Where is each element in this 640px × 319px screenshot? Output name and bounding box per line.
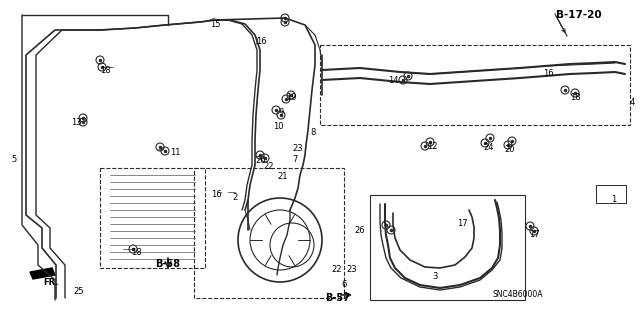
Bar — [596, 185, 626, 203]
Text: 9: 9 — [278, 108, 284, 117]
Text: 8: 8 — [310, 128, 316, 137]
Text: 13: 13 — [70, 118, 81, 127]
Text: 12: 12 — [427, 142, 437, 151]
Text: 6: 6 — [341, 280, 347, 289]
Text: 5: 5 — [12, 155, 17, 164]
Text: 23: 23 — [292, 144, 303, 153]
Text: B-58: B-58 — [156, 259, 180, 269]
Text: 25: 25 — [74, 287, 84, 296]
Text: 16: 16 — [543, 69, 554, 78]
Bar — [320, 45, 630, 125]
Text: 19: 19 — [285, 93, 296, 102]
Text: 15: 15 — [210, 20, 220, 29]
Text: 17: 17 — [457, 219, 467, 228]
Text: 3: 3 — [432, 272, 438, 281]
Text: 14: 14 — [388, 76, 398, 85]
Text: FR.: FR. — [43, 278, 58, 287]
Text: 22: 22 — [332, 265, 342, 274]
Text: 2: 2 — [232, 193, 237, 202]
Bar — [100, 168, 205, 268]
Text: 16: 16 — [256, 37, 266, 46]
Text: 24: 24 — [484, 143, 494, 152]
Text: B-57: B-57 — [326, 293, 351, 303]
Text: SNC4B6000A: SNC4B6000A — [493, 290, 543, 299]
Text: 18: 18 — [131, 248, 141, 257]
Text: 20: 20 — [505, 145, 515, 154]
Text: 11: 11 — [170, 148, 180, 157]
Bar — [194, 168, 344, 298]
Text: 26: 26 — [355, 226, 365, 235]
Text: 21: 21 — [278, 172, 288, 181]
Text: 4: 4 — [629, 98, 635, 107]
Text: B-17-20: B-17-20 — [556, 10, 602, 20]
Text: 1: 1 — [611, 195, 616, 204]
Text: 23: 23 — [347, 265, 357, 274]
Text: 18: 18 — [100, 66, 110, 75]
Text: 10: 10 — [273, 122, 284, 131]
Bar — [370, 195, 525, 300]
Text: 18: 18 — [570, 93, 580, 102]
Text: 17: 17 — [529, 230, 540, 239]
Text: 22: 22 — [264, 162, 275, 171]
Text: 26: 26 — [256, 156, 266, 165]
Text: 16: 16 — [211, 190, 221, 199]
Text: 7: 7 — [292, 155, 298, 164]
Polygon shape — [30, 268, 55, 279]
